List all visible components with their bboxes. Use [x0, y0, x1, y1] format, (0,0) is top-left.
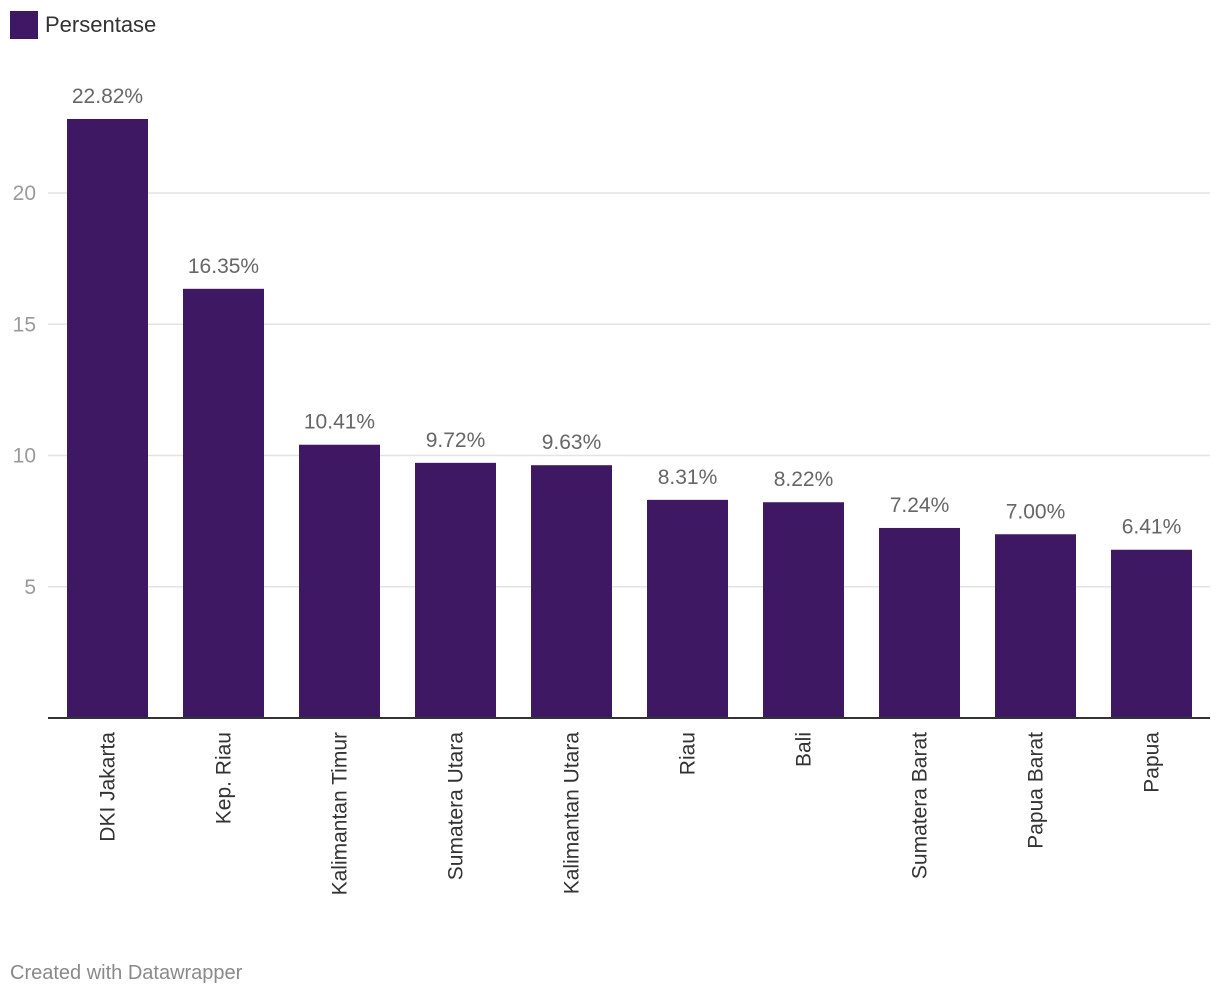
- x-tick-label: Papua: [1141, 732, 1164, 793]
- data-label: 9.72%: [426, 429, 486, 452]
- y-tick-label: 10: [13, 445, 36, 468]
- x-tick-label: Kalimantan Timur: [329, 732, 352, 895]
- bars: [67, 118, 1192, 719]
- x-tick-label: Sumatera Utara: [445, 732, 468, 881]
- data-label: 7.24%: [890, 494, 950, 517]
- category-labels: DKI Jakarta Kep. Riau Kalimantan Timur Suma…: [97, 732, 1164, 896]
- value-labels: 22.82% 16.35% 10.41% 9.72% 9.63% 8.31% 8.22% 7.…: [72, 85, 1181, 539]
- bar: [415, 462, 496, 718]
- x-tick-label: Papua Barat: [1025, 732, 1048, 849]
- data-label: 8.31%: [658, 466, 718, 489]
- x-tick-label: Kalimantan Utara: [561, 732, 584, 895]
- bar: [1111, 549, 1192, 718]
- data-label: 16.35%: [188, 255, 259, 278]
- bar: [183, 288, 264, 718]
- y-tick-label: 20: [13, 182, 36, 205]
- legend-swatch: [10, 11, 38, 39]
- data-label: 22.82%: [72, 85, 143, 108]
- bar: [647, 499, 728, 718]
- data-label: 8.22%: [774, 468, 834, 491]
- x-tick-label: Kep. Riau: [213, 732, 236, 824]
- footer-credit: Created with Datawrapper: [10, 962, 243, 984]
- x-tick-label: Bali: [793, 732, 816, 767]
- y-tick-label: 5: [24, 576, 36, 599]
- data-label: 6.41%: [1122, 516, 1182, 539]
- bar: [879, 527, 960, 718]
- x-tick-label: Sumatera Barat: [909, 732, 932, 879]
- x-tick-label: DKI Jakarta: [97, 732, 120, 842]
- x-tick-label: Riau: [677, 732, 700, 775]
- bar: [67, 118, 148, 719]
- data-label: 7.00%: [1006, 500, 1066, 523]
- legend: Persentase: [10, 10, 156, 40]
- legend-label: Persentase: [45, 12, 157, 37]
- bar: [995, 534, 1076, 718]
- bar: [299, 444, 380, 718]
- y-tick-label: 15: [13, 313, 36, 336]
- bar: [763, 502, 844, 718]
- bar: [531, 465, 612, 718]
- data-label: 9.63%: [542, 431, 602, 454]
- data-label: 10.41%: [304, 411, 375, 434]
